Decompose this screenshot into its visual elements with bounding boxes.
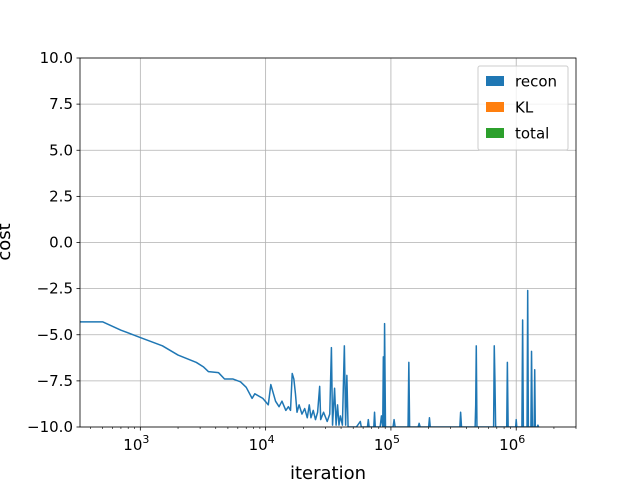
legend-swatch-KL <box>486 102 504 112</box>
axis-ticks: 10.0 7.5 5.0 2.5 0.0 −2.5 −5.0 −7.5 −10.0 103 104 1… <box>27 49 577 454</box>
plot-area <box>80 289 540 427</box>
legend-label-total: total <box>515 125 549 143</box>
legend: recon KL total <box>477 65 569 151</box>
x-tick-label: 105 <box>374 433 400 454</box>
y-tick-label: −2.5 <box>37 280 73 298</box>
y-tick-label: −7.5 <box>37 372 73 390</box>
legend-label-KL: KL <box>515 99 534 117</box>
legend-label-recon: recon <box>515 73 557 91</box>
series-line-recon <box>80 289 540 427</box>
y-tick-label: −10.0 <box>27 418 73 436</box>
legend-swatch-recon <box>486 76 504 86</box>
x-tick-label: 104 <box>249 433 275 454</box>
x-axis-label: iteration <box>290 463 366 480</box>
y-tick-label: −5.0 <box>37 326 73 344</box>
y-tick-label: 7.5 <box>49 95 73 113</box>
legend-swatch-total <box>486 128 504 138</box>
y-tick-label: 5.0 <box>49 141 73 159</box>
y-tick-label: 0.0 <box>49 234 73 252</box>
y-tick-label: 2.5 <box>49 187 73 205</box>
y-axis-label: cost <box>0 223 15 260</box>
x-tick-label: 103 <box>123 433 149 454</box>
x-tick-label: 106 <box>499 433 525 454</box>
y-tick-label: 10.0 <box>40 49 73 67</box>
